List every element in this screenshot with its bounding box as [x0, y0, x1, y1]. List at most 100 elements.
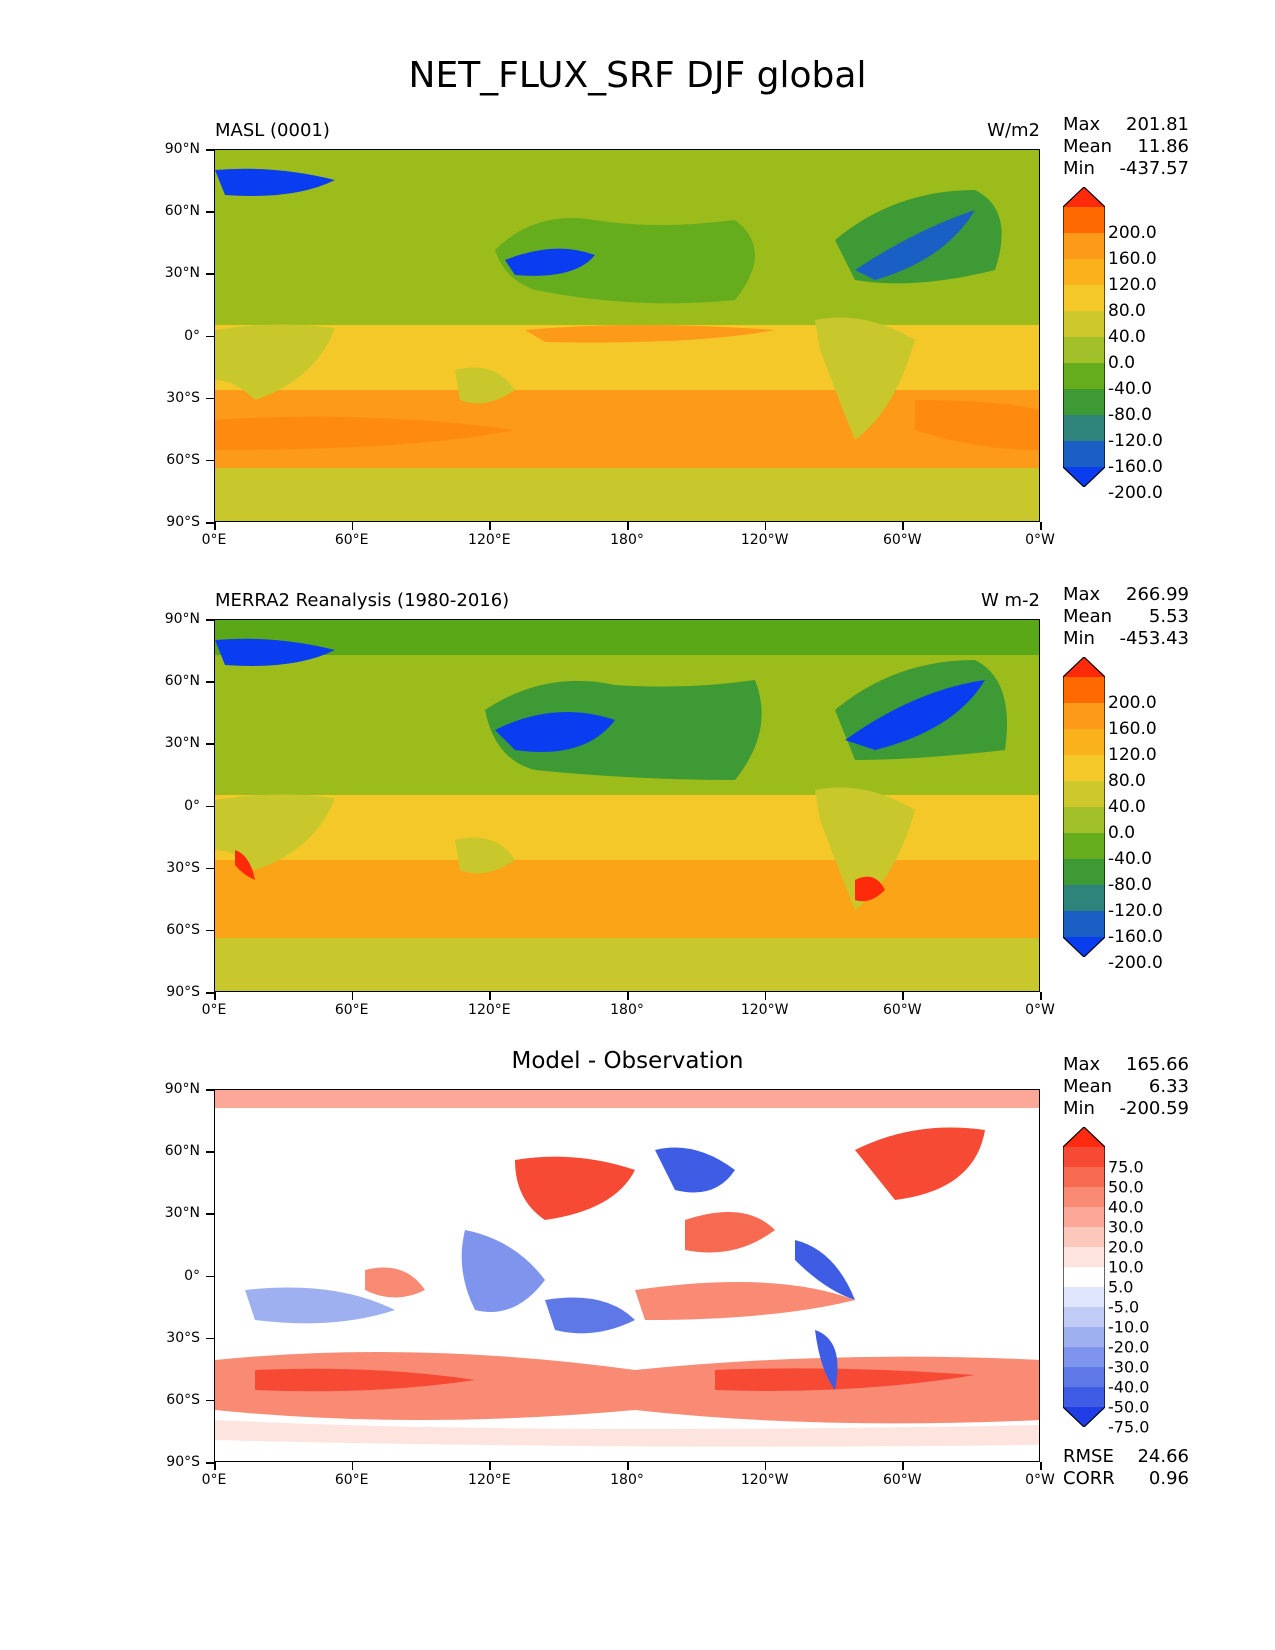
- lat-tick-label: 90°S: [166, 1454, 200, 1470]
- colorbar-segment: [1063, 1207, 1105, 1228]
- panel-model: MASL (0001) W/m2 Max 201.81 Mean 11.86 Min…: [0, 114, 1275, 590]
- colorbar-segment: [1063, 1227, 1105, 1248]
- colorbar-segment: [1063, 1147, 1105, 1168]
- lat-tick: [206, 867, 214, 870]
- lon-tick-label: 120°W: [740, 1472, 789, 1488]
- colorbar-tick-label: 120.0: [1108, 275, 1157, 295]
- colorbar-tick-label: -120.0: [1108, 901, 1163, 921]
- lon-tick-label: 180°: [610, 1002, 644, 1018]
- lat-tick-label: 60°S: [166, 921, 200, 938]
- lat-tick-label: 0°: [184, 327, 200, 344]
- lon-tick-label: 60°E: [334, 1472, 369, 1488]
- colorbar-segment: [1063, 1387, 1105, 1408]
- colorbar-tick-label: -120.0: [1108, 431, 1163, 451]
- colorbar-segment: [1063, 233, 1105, 260]
- lat-tick: [206, 929, 214, 932]
- lon-tick: [351, 992, 354, 1000]
- lat-tick: [206, 619, 214, 621]
- lon-tick: [627, 992, 629, 1000]
- max-label: Max: [1063, 584, 1101, 605]
- lat-tick-label: 90°S: [166, 514, 200, 530]
- colorbar-tick-label: -200.0: [1108, 483, 1163, 503]
- lat-tick-label: 0°: [184, 797, 200, 814]
- colorbar-segment: [1063, 337, 1105, 364]
- lat-tick: [206, 1151, 214, 1153]
- lat-tick: [206, 1399, 214, 1402]
- figure-title: NET_FLUX_SRF DJF global: [408, 55, 867, 96]
- lon-tick-label: 0°W: [1025, 532, 1055, 548]
- colorbar-segment: [1063, 911, 1105, 938]
- colorbar-extend-min: [1063, 467, 1105, 487]
- lon-tick: [627, 1462, 629, 1470]
- lon-tick-label: 0°W: [1025, 1472, 1055, 1488]
- min-value: -437.57: [1119, 158, 1189, 179]
- lon-tick: [489, 522, 491, 530]
- lon-tick: [764, 992, 767, 1000]
- colorbar-tick-label: -80.0: [1108, 875, 1152, 895]
- lon-tick: [902, 1462, 904, 1470]
- stats-block: Max 201.81 Mean 11.86 Min -437.57: [1063, 114, 1189, 180]
- colorbar-segment: [1063, 311, 1105, 338]
- difference-map: [214, 1089, 1040, 1462]
- colorbar-segment: [1063, 1267, 1105, 1288]
- lon-tick-label: 0°E: [201, 532, 227, 548]
- lat-tick-label: 90°S: [166, 984, 200, 1000]
- colorbar-tick-label: -20.0: [1108, 1337, 1150, 1357]
- colorbar-tick-label: -10.0: [1108, 1317, 1150, 1337]
- lon-tick: [902, 522, 904, 530]
- colorbar-tick-label: 75.0: [1108, 1157, 1144, 1177]
- lat-tick: [206, 149, 214, 151]
- lat-tick-label: 30°S: [166, 389, 200, 406]
- lat-tick: [206, 1275, 214, 1277]
- lon-tick-label: 120°E: [468, 1472, 511, 1488]
- colorbar-segment: [1063, 285, 1105, 312]
- lon-tick-label: 120°W: [740, 1002, 789, 1018]
- lon-tick: [351, 522, 354, 530]
- lat-tick-label: 90°N: [164, 611, 200, 627]
- colorbar-tick-label: -75.0: [1108, 1417, 1150, 1437]
- lat-tick-label: 60°S: [166, 451, 200, 468]
- lon-tick: [1040, 522, 1042, 530]
- colorbar-segment: [1063, 885, 1105, 912]
- lon-tick: [627, 522, 629, 530]
- panel-units: W/m2: [987, 120, 1040, 141]
- lon-tick-label: 0°E: [201, 1472, 227, 1488]
- colorbar-extend-min: [1063, 1407, 1105, 1427]
- colorbar-tick-label: -40.0: [1108, 1377, 1150, 1397]
- lat-tick-label: 60°N: [164, 673, 200, 690]
- lon-tick-label: 60°W: [882, 1002, 922, 1018]
- mean-value: 5.53: [1148, 606, 1189, 627]
- panel-center-title: Model - Observation: [511, 1048, 744, 1074]
- lon-tick: [489, 1462, 491, 1470]
- colorbar-tick-label: 40.0: [1108, 1197, 1144, 1217]
- stats-block: Max 165.66 Mean 6.33 Min -200.59: [1063, 1054, 1189, 1120]
- lat-tick: [206, 397, 214, 400]
- lon-tick: [489, 992, 491, 1000]
- lon-tick: [351, 1462, 354, 1470]
- colorbar-segment: [1063, 1187, 1105, 1208]
- colorbar-tick-label: 20.0: [1108, 1237, 1144, 1257]
- mean-label: Mean: [1063, 136, 1113, 157]
- colorbar-segment: [1063, 415, 1105, 442]
- colorbar-tick-label: 0.0: [1108, 353, 1136, 373]
- colorbar-segment: [1063, 1247, 1105, 1268]
- mean-value: 6.33: [1148, 1076, 1189, 1097]
- lon-tick-label: 0°E: [201, 1002, 227, 1018]
- colorbar-tick-label: 40.0: [1108, 797, 1146, 817]
- colorbar-extend-max: [1063, 187, 1105, 207]
- max-value: 201.81: [1126, 114, 1189, 135]
- lat-tick-label: 30°N: [164, 1205, 200, 1222]
- colorbar-tick-label: -5.0: [1108, 1297, 1140, 1317]
- lon-tick: [1040, 992, 1042, 1000]
- colorbar-segment: [1063, 703, 1105, 730]
- mean-label: Mean: [1063, 606, 1113, 627]
- corr-value: 0.96: [1148, 1468, 1189, 1489]
- colorbar: [1063, 1127, 1105, 1427]
- lon-tick-label: 120°E: [468, 1002, 511, 1018]
- lon-tick-label: 120°E: [468, 532, 511, 548]
- colorbar-tick-label: -40.0: [1108, 849, 1152, 869]
- colorbar-segment: [1063, 781, 1105, 808]
- colorbar-segment: [1063, 807, 1105, 834]
- panel-observation: MERRA2 Reanalysis (1980-2016) W m-2 Max 2…: [0, 584, 1275, 1060]
- max-value: 165.66: [1126, 1054, 1189, 1075]
